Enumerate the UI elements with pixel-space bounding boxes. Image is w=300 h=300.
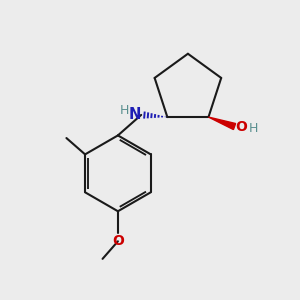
Text: H: H — [120, 104, 130, 117]
Text: O: O — [112, 234, 124, 248]
Text: O: O — [236, 119, 248, 134]
Polygon shape — [208, 117, 236, 130]
Text: N: N — [129, 107, 141, 122]
Text: H: H — [248, 122, 258, 134]
